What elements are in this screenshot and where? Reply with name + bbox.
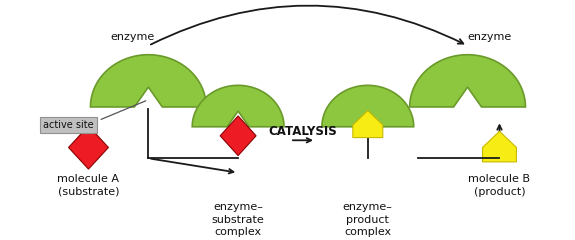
Text: CATALYSIS: CATALYSIS [269, 125, 338, 138]
Text: molecule B
(product): molecule B (product) [469, 174, 531, 197]
Polygon shape [90, 55, 206, 107]
Polygon shape [482, 131, 516, 162]
Polygon shape [192, 85, 284, 127]
Text: enzyme–
product
complex: enzyme– product complex [343, 202, 393, 237]
Text: enzyme–
substrate
complex: enzyme– substrate complex [212, 202, 264, 237]
Polygon shape [410, 55, 526, 107]
Text: active site: active site [43, 120, 94, 130]
Text: enzyme: enzyme [467, 32, 512, 42]
Text: molecule A
(substrate): molecule A (substrate) [58, 174, 120, 197]
Polygon shape [68, 126, 109, 169]
Polygon shape [322, 85, 413, 127]
Polygon shape [220, 116, 256, 156]
Text: enzyme: enzyme [110, 32, 155, 42]
Polygon shape [353, 111, 383, 138]
